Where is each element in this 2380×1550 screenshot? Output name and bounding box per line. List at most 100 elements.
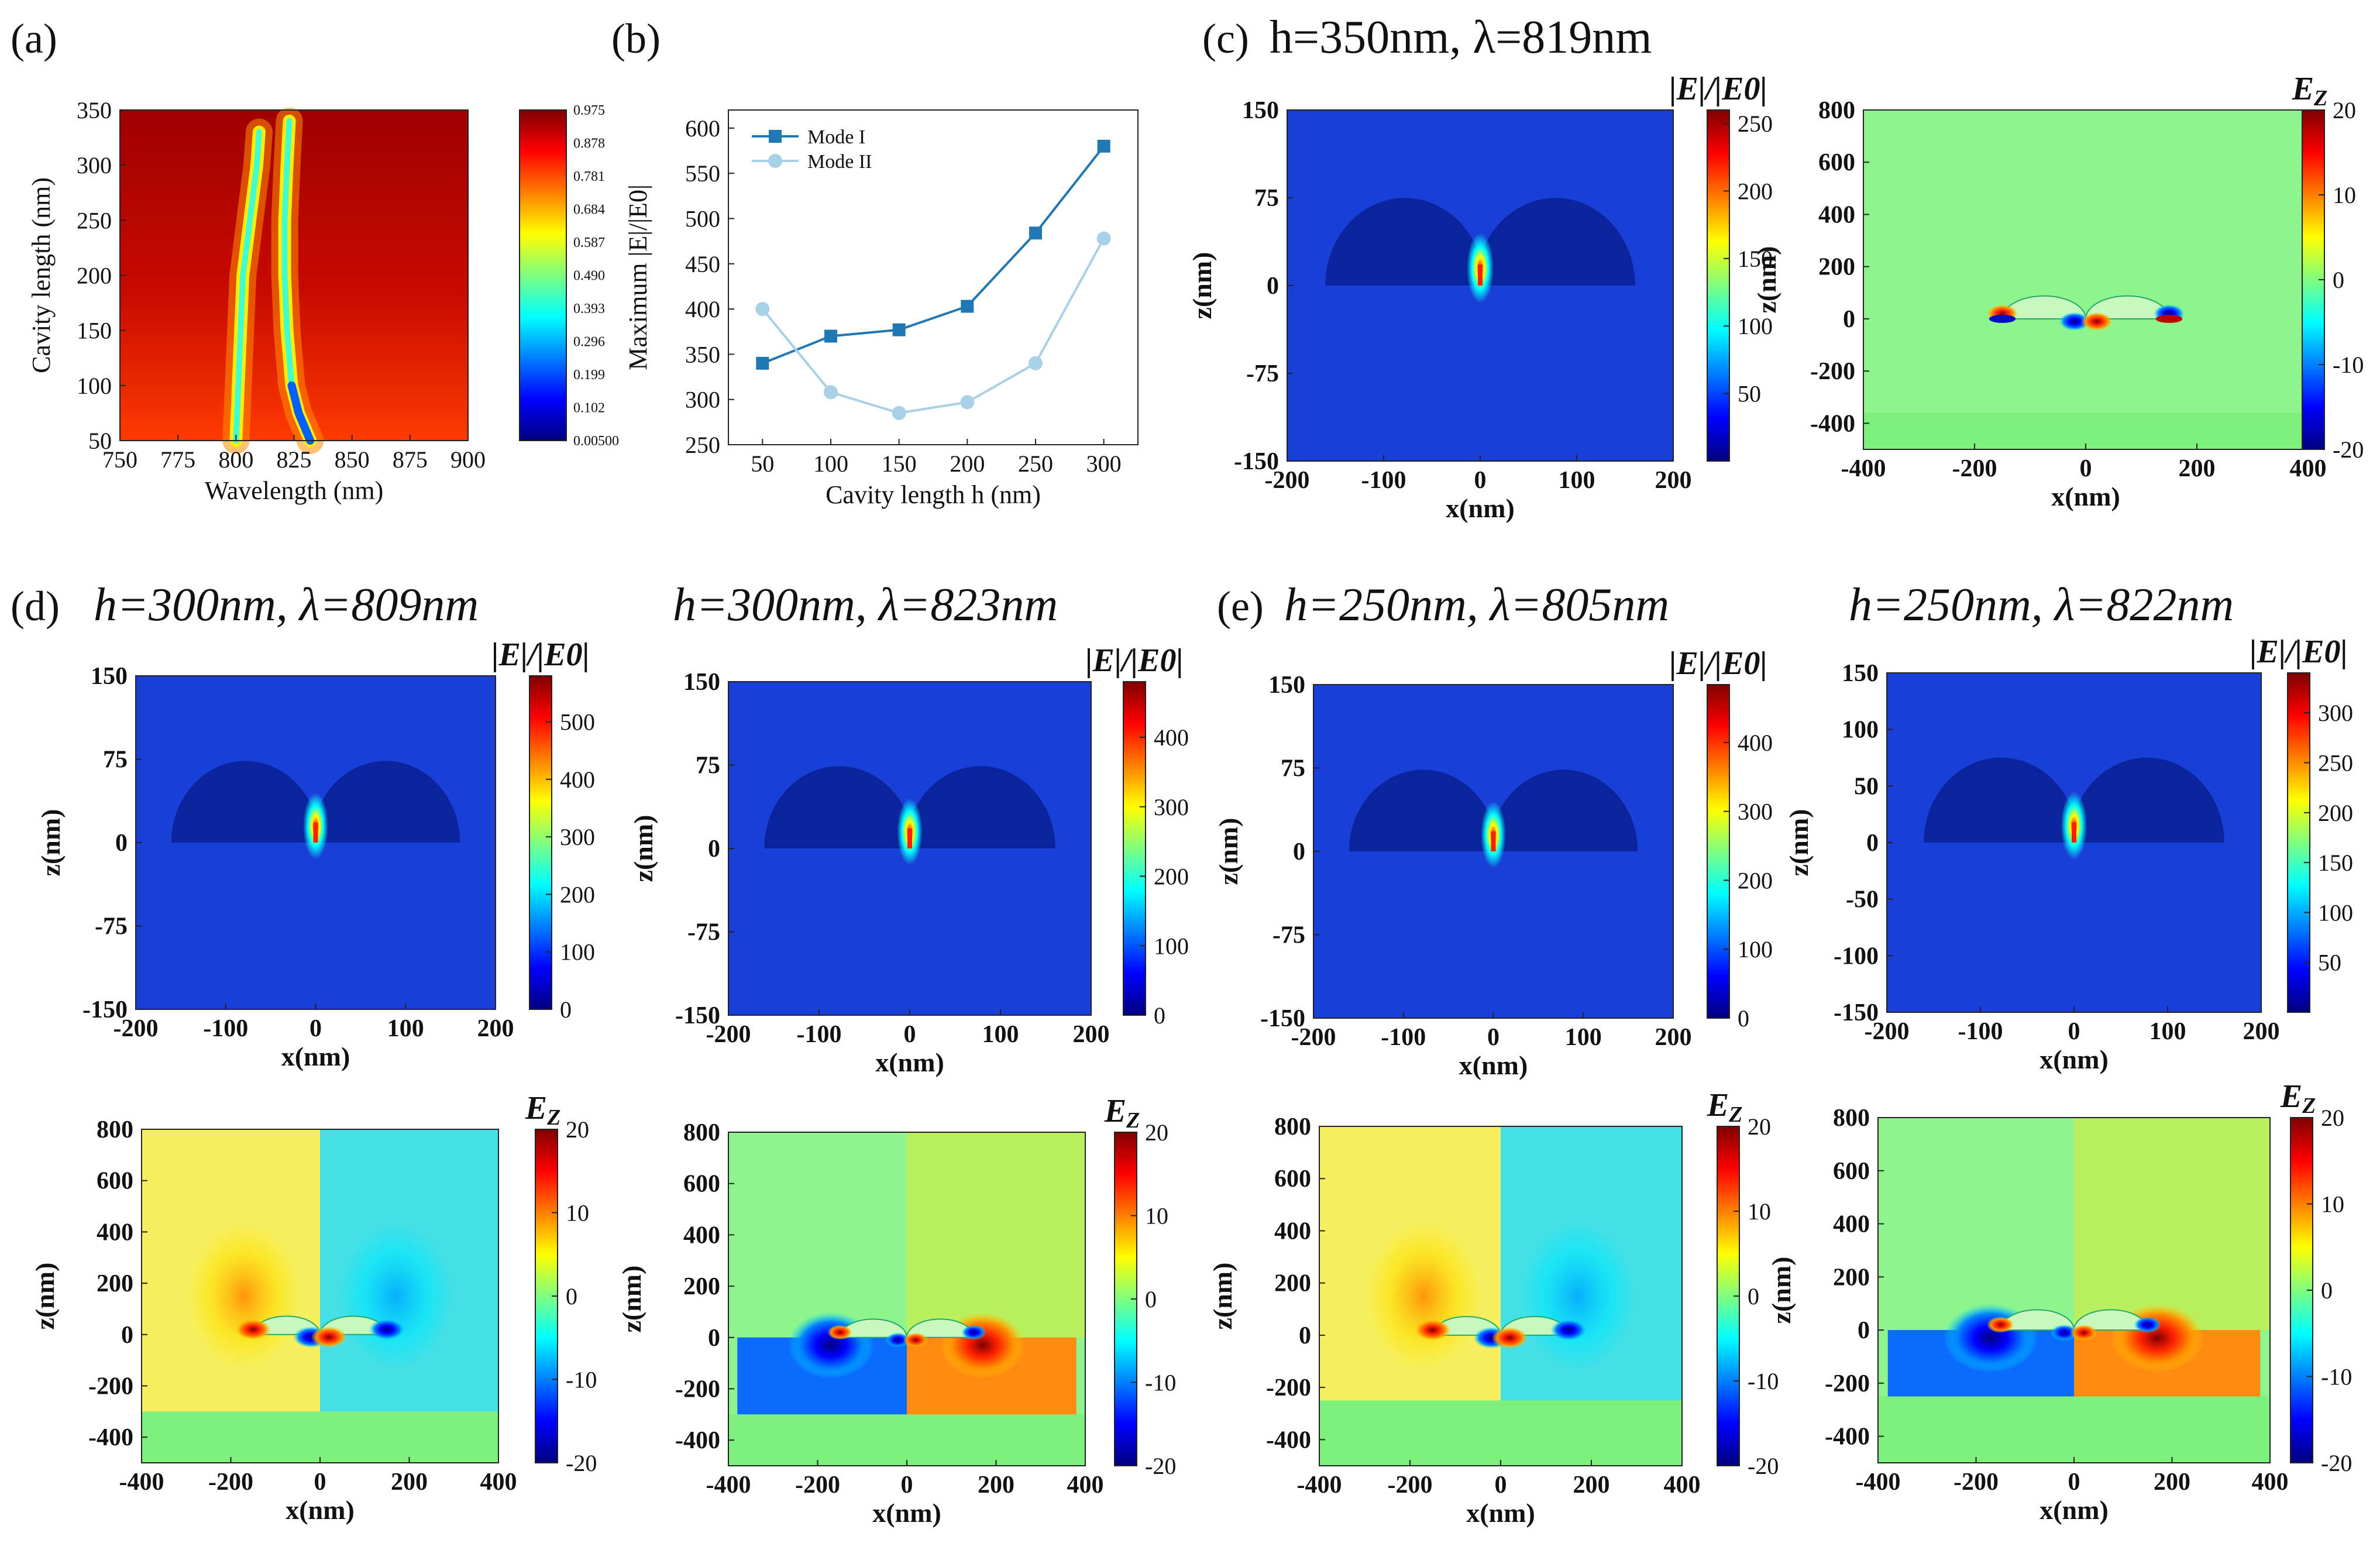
d1-xtick-label: 0 xyxy=(309,1015,322,1042)
panel-label-d: (d) xyxy=(11,583,60,630)
d1-ytick-label: 150 xyxy=(91,663,128,690)
d1-ytick-label: 0 xyxy=(115,830,128,857)
e2z-colorbar-title-sub: Z xyxy=(2302,1094,2316,1118)
e2-ylabel: z(nm) xyxy=(1784,809,1814,877)
d2-xtick-label: 200 xyxy=(1073,1021,1110,1048)
e2z-ytick-label: 200 xyxy=(1833,1264,1870,1291)
a-cb-label: 0.587 xyxy=(573,235,605,250)
d1-xtick-label: 100 xyxy=(387,1015,424,1042)
c2-cb-label: 20 xyxy=(2333,97,2356,123)
a-ytick-label: 250 xyxy=(77,207,112,233)
e1z-xtick-label: 400 xyxy=(1664,1472,1701,1499)
c2-ez-bg xyxy=(1863,110,2308,449)
e1z-cb-label: -20 xyxy=(1748,1453,1779,1479)
e1z-colorbar-title-sub: Z xyxy=(1728,1102,1742,1127)
b-plot-frame xyxy=(728,109,1139,445)
e1z-cb-label: 10 xyxy=(1748,1198,1771,1225)
c2-ytick-label: -400 xyxy=(1810,410,1855,437)
a-ytick-label: 50 xyxy=(88,428,112,454)
e2z-xtick-label: 200 xyxy=(2154,1469,2190,1496)
d2z-cb-label: 20 xyxy=(1145,1119,1168,1146)
c2-colorbar-title: EZ xyxy=(2292,71,2328,111)
d2-cb-label: 300 xyxy=(1154,794,1189,820)
c2-ytick-label: -200 xyxy=(1810,358,1855,385)
d2z-xtick-label: 0 xyxy=(901,1472,913,1499)
e2z-ez-upper-left xyxy=(1878,1118,2074,1331)
d1z-cb-label: -10 xyxy=(566,1367,597,1393)
chart-e1-ez: -400 -200 0 200 4008006004002000-200-400x(nm… xyxy=(1208,1087,1779,1528)
d1z-cb-label: 0 xyxy=(566,1283,577,1310)
e2-nanostructure xyxy=(2069,757,2224,843)
a-cb-label: 0.684 xyxy=(573,202,605,218)
d2-xlabel: x(nm) xyxy=(875,1047,944,1077)
panel-title-d1: h=300nm, λ=809nm xyxy=(94,579,479,631)
b-marker-mode1 xyxy=(892,323,906,336)
e2z-ytick-label: -200 xyxy=(1825,1370,1870,1397)
d2z-edge-lobe xyxy=(827,1325,852,1340)
e2-cb-label: 150 xyxy=(2318,850,2353,876)
a-cb-label: 0.296 xyxy=(573,335,605,350)
a-xtick-label: 775 xyxy=(160,446,195,473)
d2-cb-label: 100 xyxy=(1154,933,1189,959)
a-xtick-label: 900 xyxy=(450,446,486,473)
d1-cb-label: 100 xyxy=(560,939,595,965)
d2z-ytick-label: 600 xyxy=(683,1171,720,1198)
e2-xtick-label: -100 xyxy=(1958,1018,2003,1045)
e2-ytick-label: 0 xyxy=(1866,830,1879,857)
e1-colorbar xyxy=(1707,684,1730,1019)
d2-ytick-label: 150 xyxy=(683,669,720,696)
e2-cb-label: 250 xyxy=(2318,750,2353,776)
b-xtick-label: 50 xyxy=(751,451,774,477)
e1z-substrate xyxy=(1319,1400,1682,1466)
d1z-xtick-label: 0 xyxy=(314,1469,326,1496)
d1z-ytick-label: 0 xyxy=(121,1322,133,1349)
a-xtick-label: 850 xyxy=(335,446,370,473)
c2-edge-lobe-c xyxy=(1989,314,2016,323)
d2z-substrate xyxy=(728,1414,1085,1466)
d1-ytick-label: -75 xyxy=(95,913,128,940)
d1z-xtick-label: 200 xyxy=(391,1469,428,1496)
e1z-edge-lobe xyxy=(1550,1319,1587,1341)
d2-ylabel: z(nm) xyxy=(628,815,658,882)
d1-cb-label: 400 xyxy=(560,767,595,793)
d2z-ylabel: z(nm) xyxy=(617,1266,646,1333)
d1z-ytick-label: 800 xyxy=(97,1116,133,1143)
e1-cb-label: 200 xyxy=(1738,867,1773,893)
b-marker-mode2 xyxy=(1029,356,1043,370)
a-cb-label: 0.393 xyxy=(573,301,605,317)
a-cb-label: 0.102 xyxy=(573,401,605,416)
d1z-edge-lobe xyxy=(311,1326,347,1348)
a-cb-label: 0.199 xyxy=(573,367,605,383)
d2z-colorbar-title-sub: Z xyxy=(1126,1108,1140,1133)
c2-cb-label: 10 xyxy=(2333,182,2356,208)
b-xlabel: Cavity length h (nm) xyxy=(826,480,1041,509)
c2-colorbar-title-sub: Z xyxy=(2313,86,2327,111)
d2z-cb-label: 10 xyxy=(1145,1203,1168,1229)
e1-xlabel: x(nm) xyxy=(1459,1050,1528,1080)
b-ytick-label: 600 xyxy=(685,115,720,142)
e2z-xlabel: x(nm) xyxy=(2039,1495,2109,1525)
d2z-cb-label: -20 xyxy=(1145,1453,1176,1479)
c1-nanostructure xyxy=(1476,198,1635,286)
a-xtick-label: 875 xyxy=(393,446,428,473)
e2-ytick-label: -50 xyxy=(1846,886,1879,913)
b-ytick-label: 450 xyxy=(685,251,720,277)
c2-edge-lobe xyxy=(2081,312,2113,331)
b-marker-mode2 xyxy=(824,385,838,400)
d1-cb-label: 300 xyxy=(560,824,595,850)
d1-ytick-label: -150 xyxy=(82,996,128,1023)
d1z-edge-lobe xyxy=(369,1318,405,1341)
e1-xtick-label: -200 xyxy=(1291,1024,1336,1051)
c1-cb-label: 200 xyxy=(1738,178,1773,204)
d2z-ez-upper-left xyxy=(728,1132,907,1338)
d1z-ytick-label: 600 xyxy=(97,1168,133,1195)
e1-nanostructure xyxy=(1489,769,1638,851)
e2-xtick-label: -200 xyxy=(1865,1018,1910,1045)
e1-xtick-label: 0 xyxy=(1487,1024,1499,1051)
e2z-xtick-label: -400 xyxy=(1856,1469,1901,1496)
e2-xtick-label: 0 xyxy=(2068,1018,2080,1045)
d2-colorbar-title: |E|/|E0| xyxy=(1085,642,1184,679)
b-ytick-label: 550 xyxy=(685,160,720,187)
d2-cb-label: 400 xyxy=(1154,724,1189,751)
e2-ytick-label: 50 xyxy=(1854,773,1879,800)
